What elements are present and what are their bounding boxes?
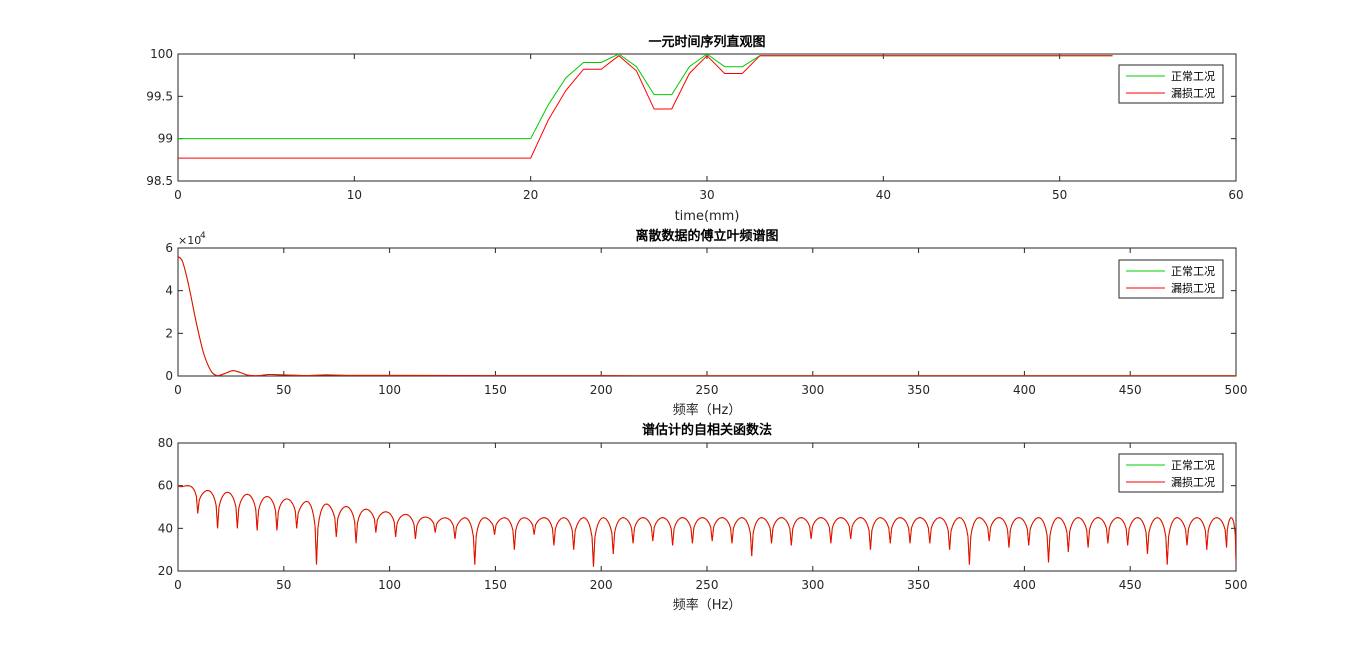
- series-line-leak: [178, 256, 1236, 376]
- y-tick-label: 60: [158, 479, 173, 493]
- series-line-leak: [178, 485, 1236, 567]
- y-tick-label: 0: [165, 369, 173, 383]
- x-tick-label: 500: [1225, 578, 1248, 592]
- plot-time-series: 一元时间序列直观图 time(mm) 0 10 20 30 40 50 60 98.5 99 99…: [146, 34, 1243, 224]
- legend-entry-label: 漏损工况: [1171, 86, 1215, 100]
- x-tick-label: 0: [174, 383, 182, 397]
- x-tick-label: 400: [1013, 383, 1036, 397]
- axes-frame: [177, 247, 1237, 377]
- x-tick-label: 350: [907, 383, 930, 397]
- x-tick-label: 400: [1013, 578, 1036, 592]
- y-tick-label: 2: [165, 326, 173, 340]
- series-line-normal: [178, 54, 1113, 140]
- series-line-leak: [178, 54, 1113, 159]
- chart-title: 一元时间序列直观图: [648, 34, 765, 50]
- x-tick-label: 350: [907, 578, 930, 592]
- x-tick-label: 100: [378, 383, 401, 397]
- plot-fourier-spectrum: 离散数据的傅立叶频谱图 频率（Hz） ×10 4 0 50 100 150 200 250…: [165, 228, 1247, 418]
- x-tick-label: 60: [1228, 188, 1243, 202]
- legend-entry-label: 漏损工况: [1171, 281, 1215, 295]
- y-axis-exponent-base: ×10: [178, 234, 201, 247]
- x-tick-label: 200: [590, 578, 613, 592]
- y-tick-label: 99: [158, 132, 173, 146]
- y-tick-label: 98.5: [146, 174, 173, 188]
- x-tick-label: 300: [801, 578, 824, 592]
- y-tick-label: 100: [150, 47, 173, 61]
- y-axis-exponent-power: 4: [200, 231, 206, 241]
- x-tick-label: 250: [696, 383, 719, 397]
- x-tick-label: 200: [590, 383, 613, 397]
- legend-box: [1118, 453, 1224, 493]
- x-tick-label: 150: [484, 383, 507, 397]
- y-tick-label: 80: [158, 436, 173, 450]
- x-tick-label: 10: [347, 188, 362, 202]
- legend-entry-label: 漏损工况: [1171, 475, 1215, 489]
- y-tick-label: 6: [165, 241, 173, 255]
- x-tick-label: 50: [276, 383, 291, 397]
- x-axis-label: 频率（Hz）: [673, 597, 742, 613]
- x-tick-label: 0: [174, 188, 182, 202]
- chart-title: 离散数据的傅立叶频谱图: [635, 228, 778, 244]
- x-axis-label: time(mm): [675, 209, 740, 224]
- plot-autocorrelation-spectrum: 谱估计的自相关函数法 频率（Hz） 0 50 100 150 200 250 300 350 4…: [158, 422, 1248, 613]
- x-tick-label: 20: [523, 188, 538, 202]
- legend-box: [1118, 64, 1224, 104]
- legend-entry-label: 正常工况: [1171, 265, 1215, 278]
- axes-frame: [177, 53, 1237, 182]
- y-tick-label: 99.5: [146, 89, 173, 103]
- legend-box: [1118, 259, 1224, 299]
- x-tick-label: 30: [699, 188, 714, 202]
- axes-frame: [177, 442, 1237, 572]
- x-tick-label: 40: [876, 188, 891, 202]
- y-tick-label: 40: [158, 521, 173, 535]
- legend-entry-label: 正常工况: [1171, 459, 1215, 472]
- x-axis-label: 频率（Hz）: [673, 402, 742, 418]
- x-tick-label: 100: [378, 578, 401, 592]
- x-tick-label: 450: [1119, 383, 1142, 397]
- y-tick-label: 4: [165, 284, 173, 298]
- x-tick-label: 300: [801, 383, 824, 397]
- chart-title: 谱估计的自相关函数法: [642, 422, 772, 438]
- legend-entry-label: 正常工况: [1171, 70, 1215, 83]
- x-tick-label: 50: [1052, 188, 1067, 202]
- x-tick-label: 150: [484, 578, 507, 592]
- x-tick-label: 250: [696, 578, 719, 592]
- x-tick-label: 0: [174, 578, 182, 592]
- x-tick-label: 450: [1119, 578, 1142, 592]
- y-tick-label: 20: [158, 564, 173, 578]
- x-tick-label: 50: [276, 578, 291, 592]
- x-tick-label: 500: [1225, 383, 1248, 397]
